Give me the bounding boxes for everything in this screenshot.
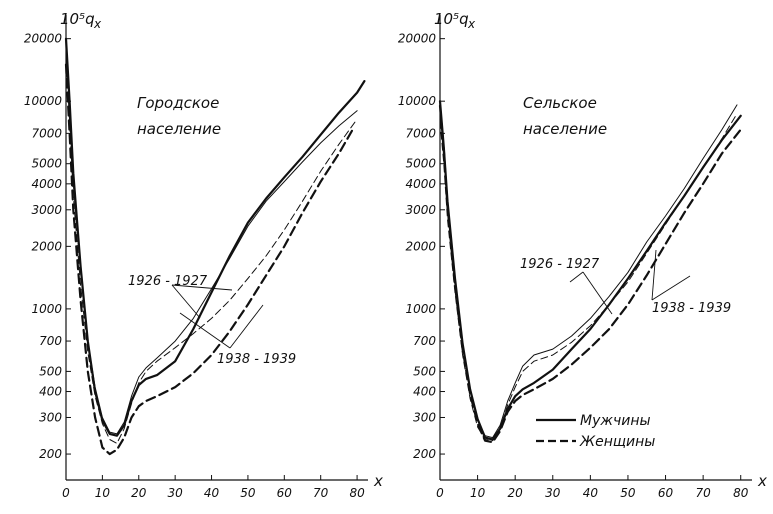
x-tick-label: 50: [240, 486, 256, 500]
y-tick-label: 3000: [31, 203, 62, 217]
y-tick-label: 5000: [405, 157, 436, 171]
x-tick-label: 20: [508, 486, 524, 500]
y-tick-label: 500: [413, 364, 436, 378]
y-axis-label: 10⁵q: [60, 10, 95, 28]
y-tick-label: 20000: [398, 32, 437, 46]
y-tick-label: 3000: [405, 203, 436, 217]
x-tick-label: 50: [620, 486, 636, 500]
y-tick-label: 500: [39, 364, 62, 378]
x-tick-label: 20: [131, 486, 147, 500]
x-tick-label: 40: [583, 486, 599, 500]
y-axis-label-subscript: x: [93, 17, 102, 31]
annotation-pointer: [651, 249, 657, 301]
annotation-pointer: [651, 275, 691, 301]
panel-title-line1: Сельское: [523, 94, 597, 112]
panel-title-line2: население: [137, 120, 221, 138]
legend-label: Женщины: [579, 434, 655, 450]
x-tick-label: 10: [470, 486, 486, 500]
annotation-pointer: [569, 271, 584, 283]
y-tick-label: 2000: [405, 239, 436, 253]
y-tick-label: 300: [413, 410, 436, 424]
series-line-female-1938-1939: [438, 104, 742, 444]
annotation-pointer: [171, 284, 233, 291]
x-tick-label: 80: [733, 486, 749, 500]
annotation-pointer: [179, 312, 231, 349]
chart-panel-rural: 2003004005007001000200030004000500070001…: [398, 10, 767, 500]
series-line-female-1926-1927: [439, 113, 738, 442]
x-tick-label: 10: [95, 486, 111, 500]
annotation-label-1926-1927: 1926 - 1927: [128, 274, 208, 289]
annotation-label-1926-1927: 1926 - 1927: [520, 257, 600, 272]
y-tick-label: 10000: [398, 94, 437, 108]
x-tick-label: 60: [658, 486, 674, 500]
y-tick-label: 4000: [31, 177, 62, 191]
y-tick-label: 400: [39, 385, 62, 399]
panel-title-line1: Городское: [137, 94, 219, 112]
x-tick-label: 60: [277, 486, 293, 500]
y-tick-label: 5000: [31, 157, 62, 171]
x-axis-label: x: [757, 472, 767, 490]
y-tick-label: 200: [413, 447, 436, 461]
y-tick-label: 2000: [31, 239, 62, 253]
series-line-male-1938-1939: [64, 37, 366, 437]
y-tick-label: 300: [39, 410, 62, 424]
annotation-pointer: [582, 271, 613, 315]
y-tick-label: 400: [413, 385, 436, 399]
x-tick-label: 0: [62, 486, 70, 500]
annotation-pointer: [229, 304, 264, 349]
x-axis-label: x: [373, 472, 383, 490]
panel-title-line2: население: [523, 120, 607, 138]
series-line-female-1926-1927: [65, 58, 358, 444]
x-tick-label: 70: [695, 486, 711, 500]
x-tick-label: 30: [168, 486, 184, 500]
y-tick-label: 20000: [24, 32, 63, 46]
legend-label: Мужчины: [580, 413, 651, 429]
annotation-pointer: [171, 284, 201, 319]
y-tick-label: 700: [413, 334, 436, 348]
series-line-female-1938-1939: [64, 63, 355, 456]
x-tick-label: 0: [436, 486, 444, 500]
y-tick-label: 7000: [31, 126, 62, 140]
y-tick-label: 1000: [31, 302, 62, 316]
x-tick-label: 70: [313, 486, 329, 500]
y-tick-label: 200: [39, 447, 62, 461]
chart-panel-urban: 2003004005007001000200030004000500070001…: [24, 10, 383, 500]
y-axis-label-subscript: x: [467, 17, 476, 31]
x-tick-label: 80: [349, 486, 365, 500]
legend: Мужчины Женщины: [536, 413, 655, 450]
annotation-label-1938-1939: 1938 - 1939: [217, 352, 296, 367]
y-axis-label: 10⁵q: [434, 10, 469, 28]
y-tick-label: 4000: [405, 177, 436, 191]
x-tick-label: 30: [545, 486, 561, 500]
y-tick-label: 1000: [405, 302, 436, 316]
y-tick-label: 10000: [24, 94, 63, 108]
y-tick-label: 7000: [405, 126, 436, 140]
annotation-label-1938-1939: 1938 - 1939: [652, 301, 731, 316]
x-tick-label: 40: [204, 486, 220, 500]
y-tick-label: 700: [39, 334, 62, 348]
